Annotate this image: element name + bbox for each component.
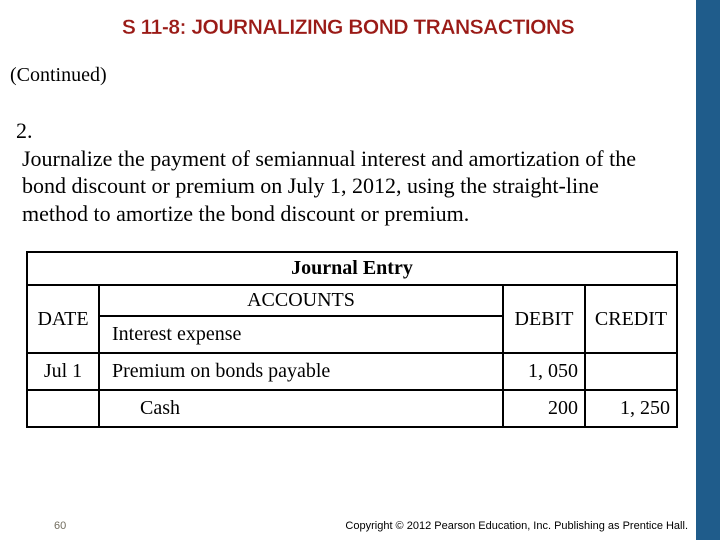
problem-number: 2. — [16, 117, 42, 145]
cell-credit: 1, 250 — [585, 390, 677, 427]
cell-date — [27, 390, 99, 427]
page-number: 60 — [54, 520, 66, 532]
col-head-credit: CREDIT — [585, 285, 677, 353]
cell-account: Cash — [99, 390, 503, 427]
table-row: Cash 200 1, 250 — [27, 390, 677, 427]
slide-title: S 11-8: JOURNALIZING BOND TRANSACTIONS — [0, 0, 696, 40]
slide-content: S 11-8: JOURNALIZING BOND TRANSACTIONS (… — [0, 0, 696, 540]
problem-text: Journalize the payment of semiannual int… — [16, 145, 646, 228]
cell-debit: 1, 050 — [503, 353, 585, 390]
problem-statement: 2.Journalize the payment of semiannual i… — [0, 87, 696, 227]
cell-date: Jul 1 — [27, 353, 99, 390]
copyright-text: Copyright © 2012 Pearson Education, Inc.… — [345, 520, 688, 532]
table-row: Jul 1 Premium on bonds payable 1, 050 — [27, 353, 677, 390]
table-header-row: DATE ACCOUNTS DEBIT CREDIT — [27, 285, 677, 316]
journal-entry-table: Journal Entry DATE ACCOUNTS DEBIT CREDIT… — [26, 251, 678, 428]
continued-label: (Continued) — [0, 40, 696, 87]
col-head-debit: DEBIT — [503, 285, 585, 353]
cell-account: Interest expense — [99, 316, 503, 353]
side-accent-bar — [696, 0, 720, 540]
cell-account: Premium on bonds payable — [99, 353, 503, 390]
table-caption: Journal Entry — [27, 252, 677, 285]
cell-credit — [585, 353, 677, 390]
cell-debit: 200 — [503, 390, 585, 427]
col-head-accounts: ACCOUNTS — [99, 285, 503, 316]
col-head-date: DATE — [27, 285, 99, 353]
